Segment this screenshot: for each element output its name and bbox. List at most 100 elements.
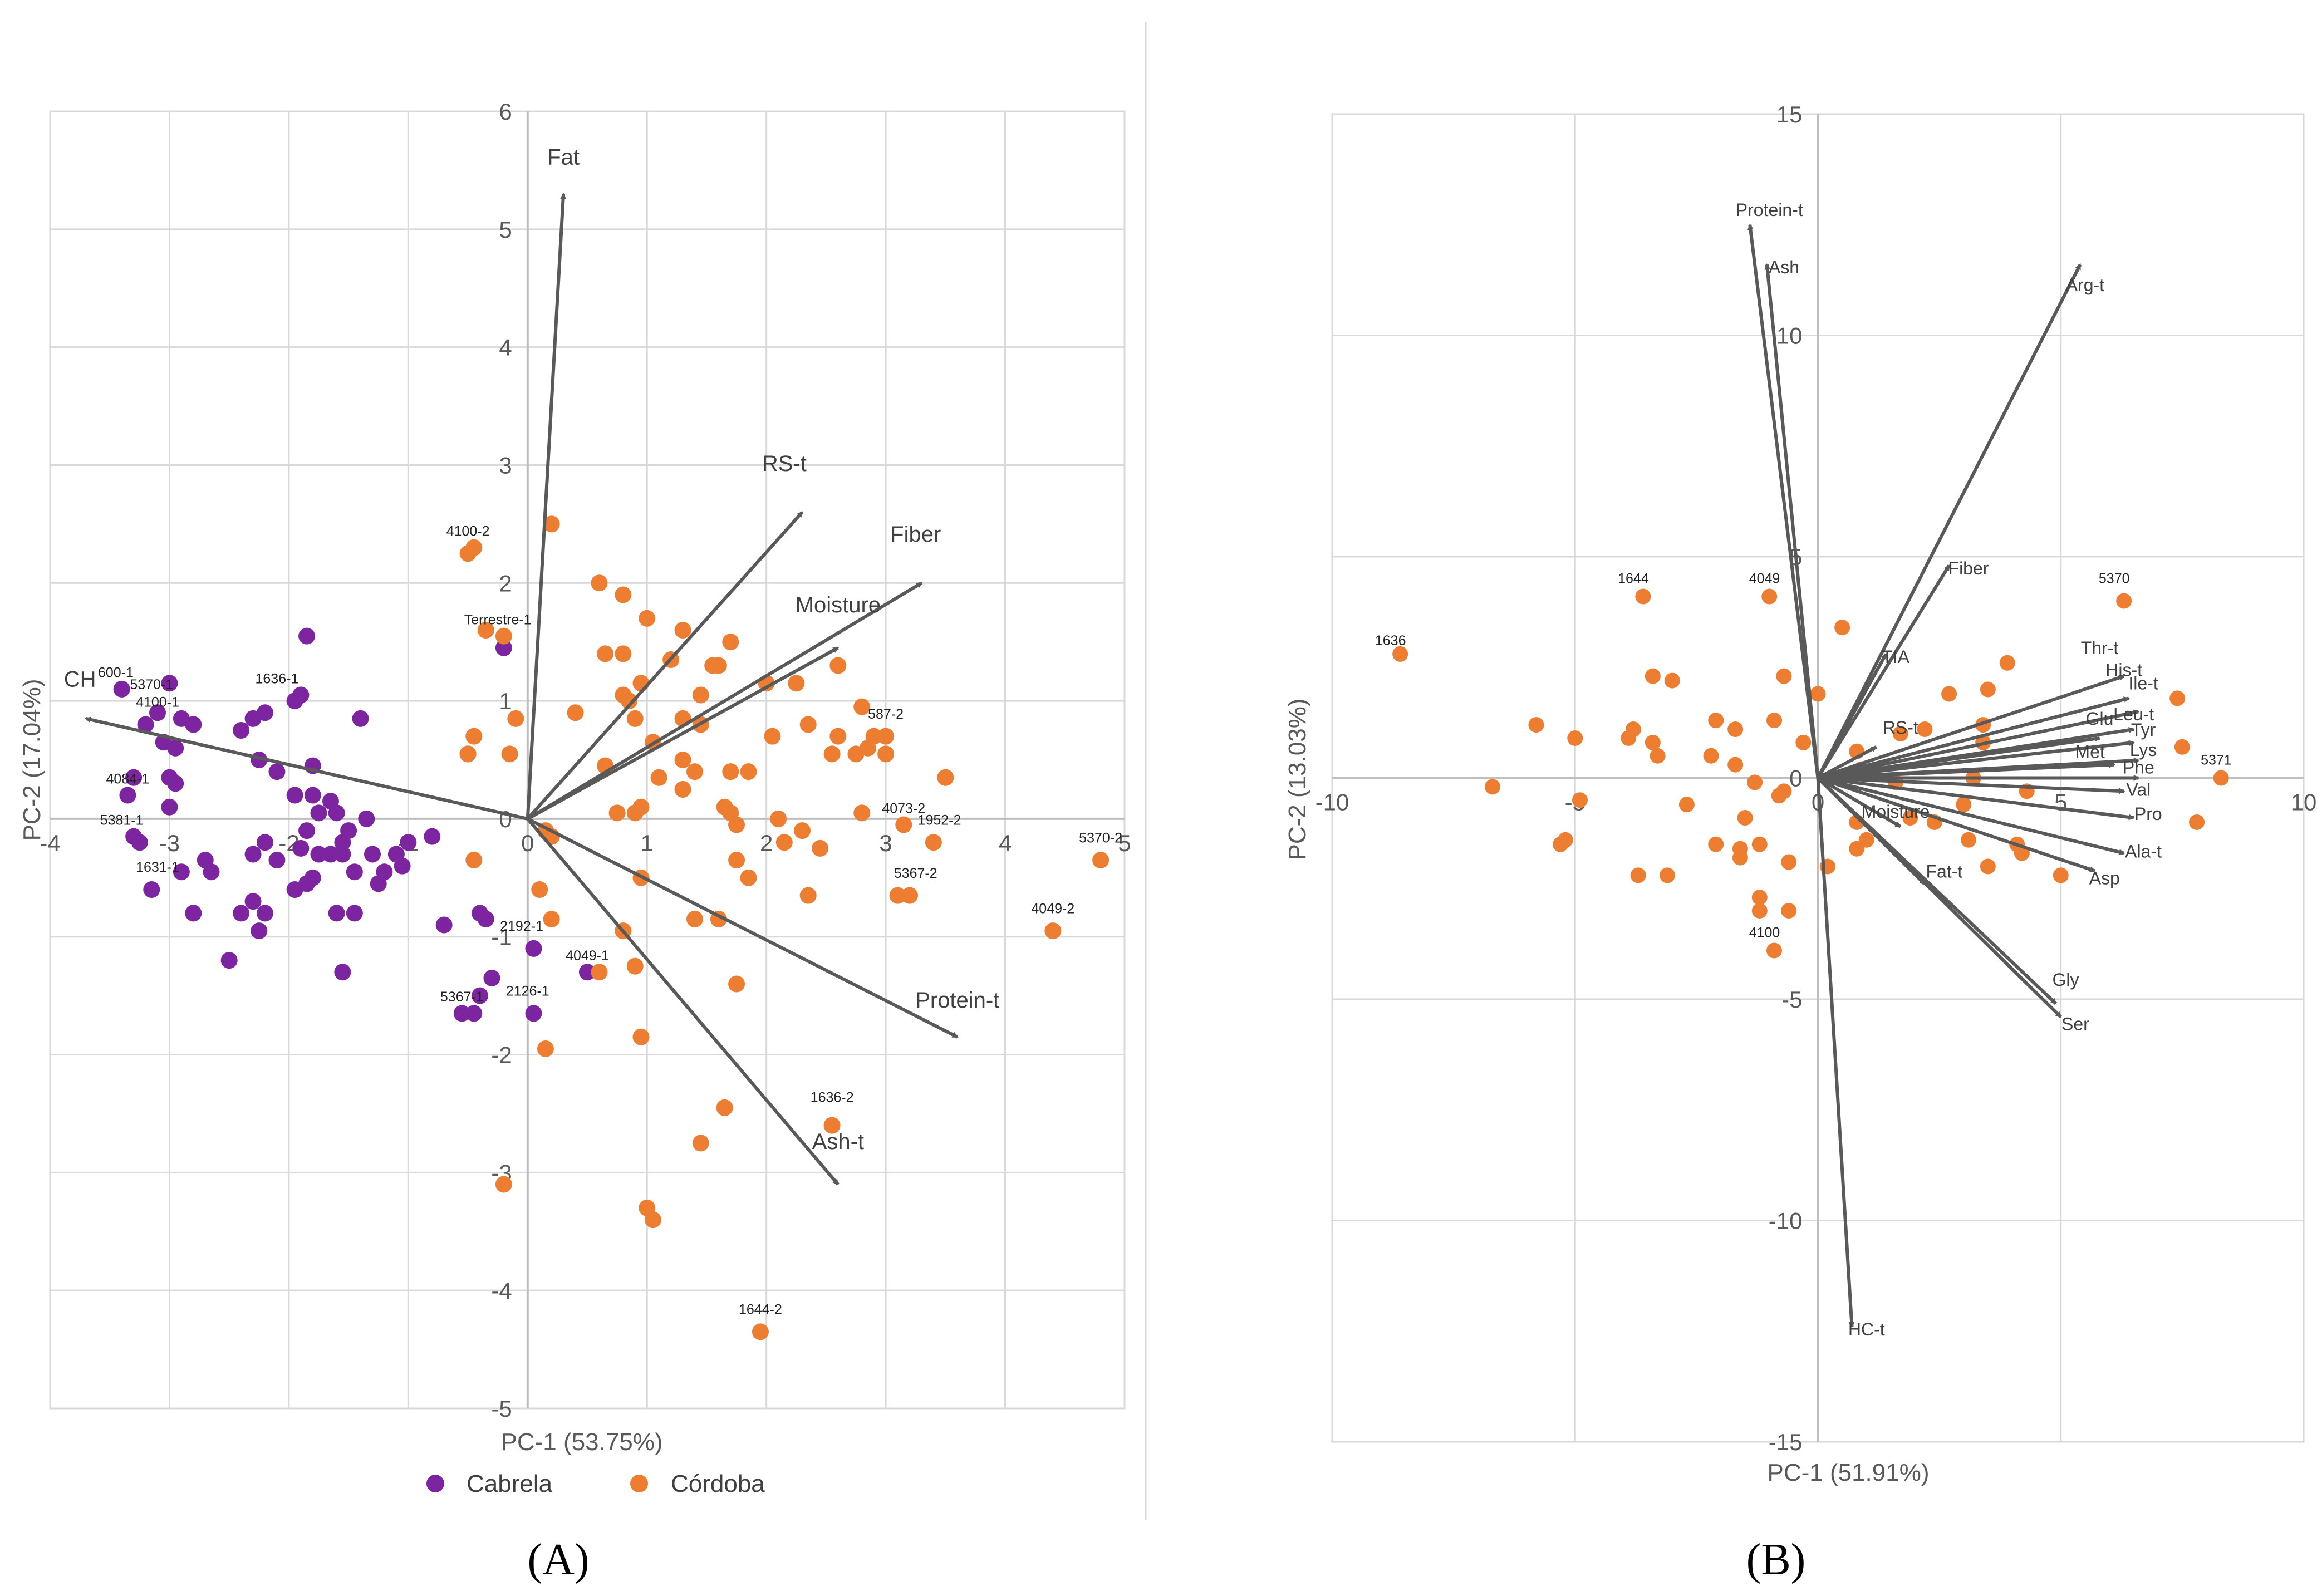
point-c-rdoba — [1751, 890, 1768, 906]
point-c-rdoba — [1751, 903, 1768, 919]
point-c-rdoba — [1708, 713, 1724, 729]
x-tick-label-a: 0 — [521, 830, 534, 856]
point-c-rdoba — [1761, 588, 1778, 605]
point-c-rdoba — [728, 816, 745, 833]
point-c-rdoba — [621, 693, 638, 710]
point-c-rdoba — [1766, 713, 1782, 729]
point-cabrela — [453, 1005, 470, 1022]
legend-label-cordoba: Córdoba — [671, 1470, 765, 1497]
point-cabrela — [173, 863, 190, 881]
point-c-rdoba — [1528, 717, 1544, 733]
x-tick-label-b: 10 — [2291, 789, 2317, 816]
point-c-rdoba — [1781, 854, 1797, 870]
y-tick-label-a: 5 — [499, 217, 512, 243]
point-c-rdoba — [1941, 686, 1957, 702]
point-c-rdoba — [728, 852, 745, 869]
point-c-rdoba — [632, 798, 650, 816]
plot-frame-a — [49, 110, 1126, 1410]
point-cabrela — [131, 834, 148, 851]
point-label: 5371 — [2201, 753, 2232, 768]
point-c-rdoba — [770, 810, 787, 827]
point-cabrela — [292, 839, 310, 857]
point-c-rdoba — [752, 1323, 769, 1340]
point-cabrela — [364, 846, 381, 863]
point-cabrela — [328, 804, 345, 822]
point-c-rdoba — [740, 869, 757, 886]
point-c-rdoba — [1392, 646, 1408, 662]
x-tick-label-a: 4 — [999, 830, 1012, 856]
point-c-rdoba — [597, 645, 614, 662]
point-c-rdoba — [686, 763, 703, 780]
loading-vector-moisture — [527, 646, 840, 821]
point-c-rdoba — [901, 887, 918, 904]
loading-vector-ile-t — [1817, 709, 2140, 780]
vector-label-rs-t: RS-t — [1883, 718, 1918, 738]
vector-label-ile-t: Ile-t — [2128, 674, 2158, 694]
point-c-rdoba — [775, 834, 793, 851]
point-c-rdoba — [1630, 867, 1646, 883]
y-tick-label-a: 1 — [499, 688, 512, 714]
loading-vector-fiber — [527, 581, 923, 821]
point-c-rdoba — [686, 910, 703, 927]
point-cabrela — [257, 905, 273, 922]
legend-marker-cordoba — [630, 1475, 648, 1492]
panel-label-a: (A) — [527, 1535, 589, 1584]
vector-label-ser: Ser — [2061, 1014, 2089, 1034]
point-c-rdoba — [877, 728, 895, 745]
y-tick-label-b: 15 — [1776, 101, 1803, 127]
loading-vector-ash — [1764, 263, 1820, 778]
point-cabrela — [310, 804, 327, 822]
point-c-rdoba — [1092, 852, 1110, 869]
point-cabrela — [340, 822, 357, 839]
vector-label-gly: Gly — [2052, 970, 2079, 990]
point-c-rdoba — [740, 763, 757, 780]
point-c-rdoba — [615, 586, 632, 603]
vector-label-protein-t: Protein-t — [915, 988, 999, 1013]
point-c-rdoba — [507, 710, 524, 727]
loading-vector-val — [1818, 776, 2125, 794]
point-c-rdoba — [591, 574, 608, 592]
point-cabrela — [149, 704, 166, 721]
point-c-rdoba — [853, 804, 871, 822]
point-cabrela — [185, 716, 202, 733]
point-label: 5370-1 — [130, 677, 173, 693]
point-c-rdoba — [1703, 748, 1719, 764]
y-tick-label-a: 3 — [499, 452, 512, 478]
vector-label-ch: CH — [64, 667, 96, 692]
point-cabrela — [257, 834, 273, 851]
grid-a — [49, 110, 1126, 1410]
point-c-rdoba — [543, 910, 560, 927]
vector-label-fat: Fat — [547, 145, 580, 169]
point-c-rdoba — [495, 627, 512, 645]
points-a — [113, 515, 1110, 1340]
point-label: 1636 — [1375, 633, 1406, 649]
point-label: 2192-1 — [500, 919, 543, 934]
point-c-rdoba — [1810, 686, 1826, 702]
loading-vector-tyr — [1818, 740, 2135, 780]
x-axis-title-b: PC-1 (51.91%) — [1767, 1459, 1929, 1486]
point-c-rdoba — [1956, 797, 1972, 813]
point-c-rdoba — [2053, 867, 2069, 883]
vector-label-ala-t: Ala-t — [2125, 842, 2162, 862]
point-cabrela — [579, 964, 596, 981]
vector-label-glu: Glu — [2086, 709, 2114, 729]
point-c-rdoba — [823, 745, 841, 763]
point-cabrela — [310, 846, 327, 863]
point-cabrela — [185, 905, 202, 922]
point-cabrela — [465, 1005, 483, 1022]
point-cabrela — [292, 686, 310, 704]
point-cabrela — [244, 846, 262, 863]
point-cabrela — [161, 798, 178, 816]
x-tick-label-a: 1 — [641, 830, 654, 856]
loading-vector-lys — [1818, 757, 2140, 780]
point-c-rdoba — [829, 657, 847, 674]
point-c-rdoba — [1645, 734, 1661, 750]
point-c-rdoba — [459, 745, 477, 763]
point-cabrela — [257, 704, 273, 721]
vector-label-val: Val — [2126, 779, 2151, 799]
point-c-rdoba — [829, 728, 847, 745]
point-c-rdoba — [823, 1117, 841, 1134]
vector-label-fiber: Fiber — [1948, 558, 1989, 578]
point-c-rdoba — [1621, 730, 1637, 746]
